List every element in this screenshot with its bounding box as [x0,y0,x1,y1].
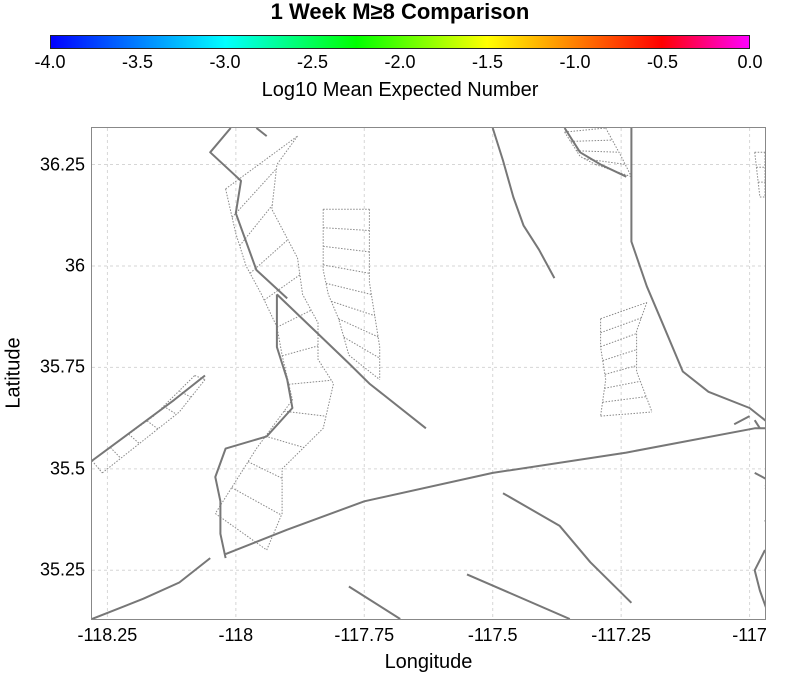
x-tick-label: -117 [732,625,767,645]
y-tick-label: 35.25 [39,559,85,580]
section-rung [249,239,289,274]
section-rung [194,375,206,381]
colorbar-tick-label: -4.0 [34,52,66,72]
fault-trace [753,419,761,429]
fault-trace [754,472,765,480]
x-tick-label: -117.25 [591,625,651,645]
section-rung [146,420,159,430]
y-tick-label: 35.75 [39,356,85,377]
section-rung [231,168,277,218]
section-edge [368,209,381,380]
colorbar-tick-label: -2.0 [384,52,416,72]
x-tick-label: -118 [218,625,254,645]
fault-trace [209,128,288,300]
section-rung [343,336,380,359]
fault-trace [92,374,206,462]
colorbar [50,35,750,49]
section-rung [323,264,370,274]
section-rung [576,150,619,153]
section-rung [600,302,647,320]
fault-trace [753,549,765,608]
fault-sections [92,128,765,551]
fault-trace [348,585,401,619]
section-edge [754,152,761,198]
fault-trace [255,128,268,137]
section-edge [101,379,206,474]
section-edge [266,135,334,551]
y-tick-label: 35.5 [49,458,85,479]
fault-trace [502,492,633,604]
section-rung [283,410,327,417]
fault-trace [92,557,211,619]
section-rung [178,390,192,398]
fault-trace [214,294,294,559]
section-rung [276,309,312,328]
section-rung [323,245,370,253]
section-rung [602,396,647,403]
section-rung [600,317,642,334]
section-rung [263,274,301,301]
section-rung [600,333,637,348]
grid-lines [92,128,765,619]
section-edge [322,209,350,356]
section-rung [92,460,103,474]
fault-trace [770,497,791,505]
section-rung [288,379,332,385]
fault-trace [764,520,765,522]
section-rung [331,300,375,317]
colorbar-tick-label: -1.0 [559,52,591,72]
section-rung [225,135,298,190]
colorbar-tick-label: 0.0 [737,52,763,72]
section-rung [602,349,637,362]
section-rung [247,461,283,479]
section-edge [564,131,596,165]
y-axis-label: Latitude [2,337,25,409]
x-axis-label: Longitude [384,651,473,673]
x-tick-label: -117.5 [467,625,518,645]
fault-trace [563,128,627,178]
fault-trace [764,488,765,490]
fault-trace [491,128,556,279]
section-rung [128,433,140,444]
fault-trace [276,293,427,430]
section-rung [564,128,606,133]
colorbar-tick-label: -1.5 [471,52,504,72]
fault-trace [466,573,571,619]
colorbar-tick-label: -3.0 [209,52,241,72]
x-tick-label: -117.75 [334,625,395,645]
section-rung [163,405,177,415]
section-rung [570,139,613,142]
fault-trace [733,415,751,426]
section-rung [265,435,304,448]
section-rung [604,380,641,389]
section-rung [348,354,381,380]
section-rung [239,204,273,247]
fault-trace [225,427,765,556]
section-rung [110,447,122,459]
x-tick-label: -118.25 [77,625,138,645]
section-rung [231,487,282,516]
fault-trace [764,485,765,495]
y-tick-label: 36 [64,255,85,276]
plot-frame [91,127,766,620]
y-tick-label: 36.25 [39,154,85,175]
section-rung [282,345,319,357]
section-edge [636,302,653,413]
map-title: 1 Week M≥8 Comparison [270,0,530,24]
section-rung [338,318,379,338]
section-rung [604,365,637,375]
colorbar-label: Log10 Mean Expected Number [261,79,539,101]
colorbar-tick-label: -3.5 [121,52,154,72]
fault-traces [92,128,791,619]
section-rung [323,227,370,231]
section-rung [600,411,653,417]
colorbar-tick-label: -0.5 [646,52,679,72]
colorbar-tick-label: -2.5 [296,52,329,72]
fault-trace [630,128,765,422]
